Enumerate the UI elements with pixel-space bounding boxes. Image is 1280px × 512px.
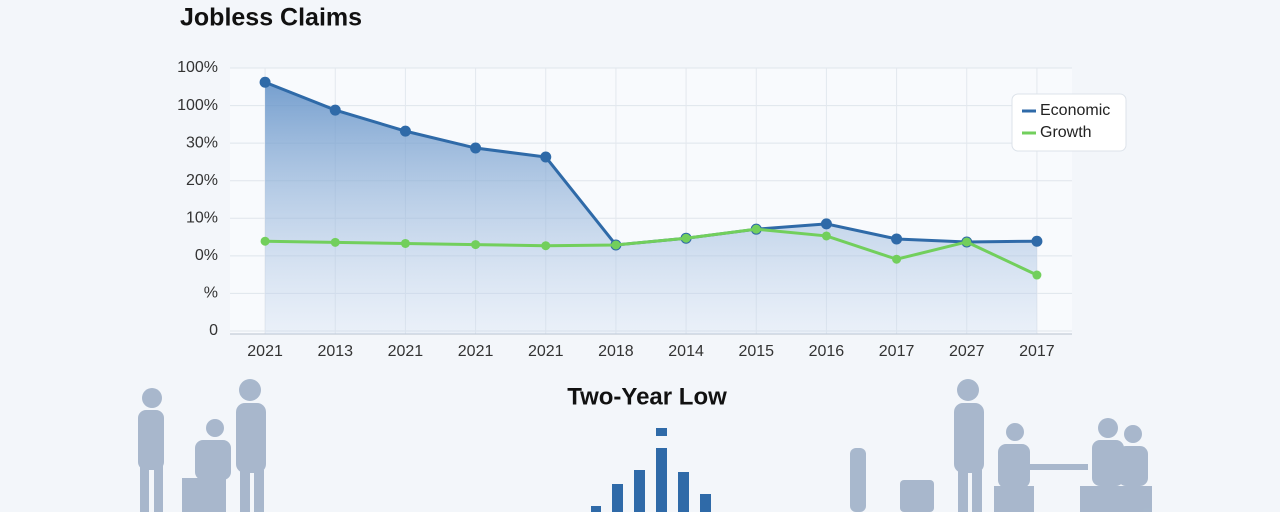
data-point xyxy=(1032,270,1042,280)
y-tick-label: 100% xyxy=(177,97,218,114)
data-point xyxy=(330,237,340,247)
y-tick-label: 30% xyxy=(186,134,218,151)
legend-box xyxy=(1011,93,1127,152)
legend-label: Economic xyxy=(1040,102,1110,119)
subtitle: Two-Year Low xyxy=(567,383,727,410)
decoration xyxy=(138,379,1152,512)
x-tick-label: 2018 xyxy=(598,343,634,360)
y-tick-label: % xyxy=(204,285,218,302)
x-tick-label: 2021 xyxy=(458,343,494,360)
x-tick-label: 2014 xyxy=(668,343,704,360)
data-point xyxy=(329,104,341,116)
y-tick-label: 100% xyxy=(177,59,218,76)
x-tick-label: 2027 xyxy=(949,343,985,360)
data-point xyxy=(471,240,481,250)
chart-title: Jobless Claims xyxy=(180,4,362,32)
data-point xyxy=(400,238,410,248)
y-tick-label: 10% xyxy=(186,210,218,227)
y-tick-label: 0% xyxy=(195,247,218,264)
x-tick-label: 2015 xyxy=(738,343,774,360)
legend-label: Growth xyxy=(1040,124,1092,141)
x-tick-label: 2017 xyxy=(879,343,915,360)
x-tick-label: 2016 xyxy=(809,343,845,360)
data-point xyxy=(892,254,902,264)
data-point xyxy=(259,76,271,88)
decoration-bars xyxy=(591,428,711,512)
marks xyxy=(259,76,1043,334)
data-point xyxy=(611,240,621,250)
x-tick-label: 2021 xyxy=(528,343,564,360)
x-tick-label: 2013 xyxy=(317,343,353,360)
data-point xyxy=(541,241,551,251)
data-point xyxy=(399,125,411,137)
data-point xyxy=(540,151,552,163)
y-tick-label: 0 xyxy=(209,322,218,339)
y-tick-label: 20% xyxy=(186,172,218,189)
data-point xyxy=(820,218,832,230)
legend: Economic Growth xyxy=(1011,93,1127,152)
data-point xyxy=(260,236,270,246)
data-point xyxy=(681,233,691,243)
x-tick-label: 2017 xyxy=(1019,343,1055,360)
data-point xyxy=(821,231,831,241)
data-point xyxy=(751,224,761,234)
data-point xyxy=(470,142,482,154)
series-line xyxy=(265,227,1038,277)
data-point xyxy=(891,233,903,245)
x-tick-label: 2021 xyxy=(388,343,424,360)
data-point xyxy=(1031,235,1043,247)
x-tick-label: 2021 xyxy=(247,343,283,360)
data-point xyxy=(962,237,972,247)
